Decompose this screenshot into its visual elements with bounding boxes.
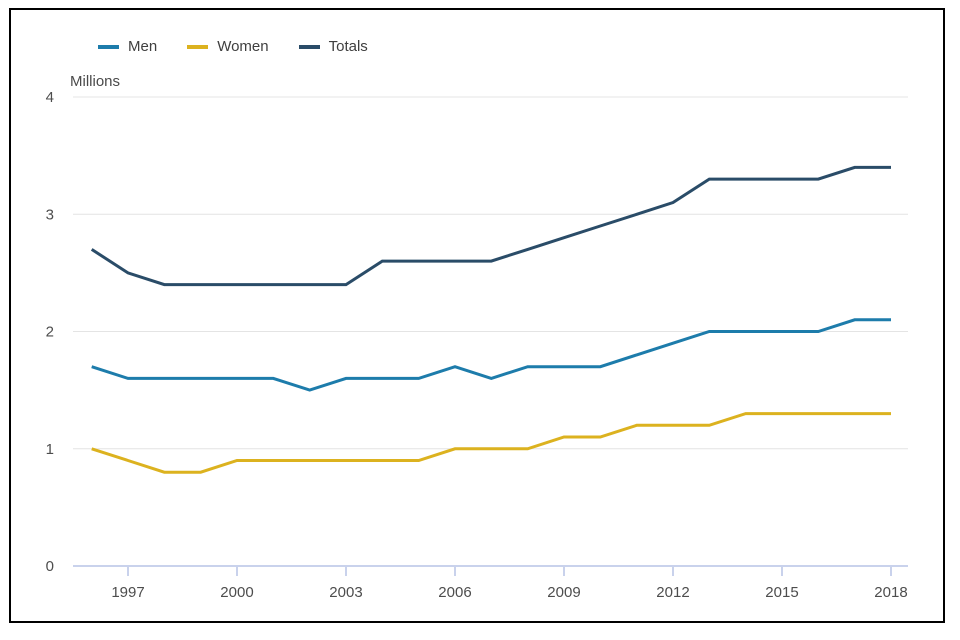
legend-item-totals: Totals bbox=[298, 38, 368, 55]
x-tick-label-2018: 2018 bbox=[874, 584, 907, 601]
women-line-swatch-icon bbox=[187, 44, 209, 49]
men-line-swatch-icon bbox=[98, 44, 119, 49]
x-tick-label-2003: 2003 bbox=[329, 584, 362, 601]
x-tick-label-2012: 2012 bbox=[656, 584, 689, 601]
y-tick-label-2: 2 bbox=[46, 324, 54, 341]
series-line-women bbox=[91, 412, 891, 474]
legend-label-totals: Totals bbox=[328, 38, 368, 55]
y-axis-unit-label: Millions bbox=[70, 73, 121, 90]
chart-frame bbox=[9, 8, 945, 623]
x-tick-label-2006: 2006 bbox=[438, 584, 471, 601]
series-line-totals bbox=[90, 165, 891, 287]
y-tick-label-4: 4 bbox=[46, 89, 54, 106]
x-tick-label-2000: 2000 bbox=[220, 584, 253, 601]
legend-item-women: Women bbox=[187, 38, 269, 55]
chart-legend: Men Women Totals bbox=[98, 38, 368, 55]
legend-label-women: Women bbox=[217, 38, 269, 55]
x-tick-label-2009: 2009 bbox=[547, 584, 580, 601]
x-tick-label-2015: 2015 bbox=[765, 584, 798, 601]
y-tick-label-1: 1 bbox=[46, 441, 54, 458]
totals-line-swatch-icon bbox=[298, 44, 320, 49]
legend-item-men: Men bbox=[98, 38, 157, 55]
legend-label-men: Men bbox=[128, 38, 158, 55]
y-tick-label-0: 0 bbox=[46, 558, 54, 575]
x-tick-label-1997: 1997 bbox=[111, 584, 144, 601]
y-tick-label-3: 3 bbox=[46, 206, 54, 223]
series-line-men bbox=[91, 318, 891, 392]
